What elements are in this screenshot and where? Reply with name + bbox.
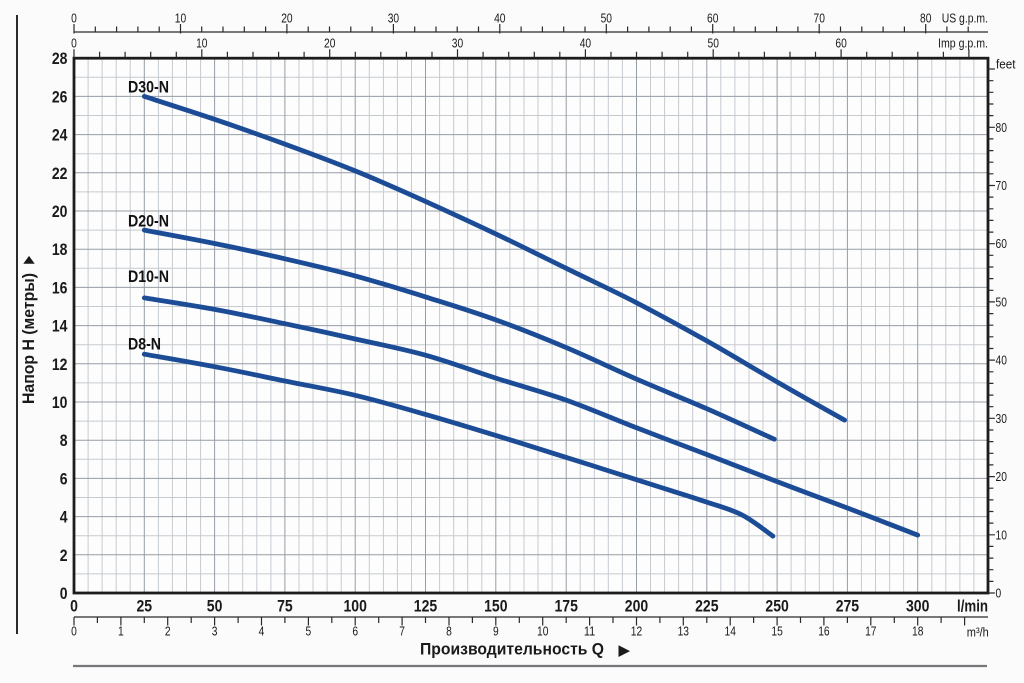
svg-text:1: 1 [118,625,124,639]
svg-text:0: 0 [996,587,1002,601]
svg-text:150: 150 [484,597,507,616]
svg-text:225: 225 [695,597,718,616]
svg-text:3: 3 [212,625,218,639]
svg-text:9: 9 [493,625,499,639]
svg-text:10: 10 [175,12,186,26]
svg-text:30: 30 [452,37,463,51]
svg-text:5: 5 [306,625,312,639]
svg-text:14: 14 [52,317,68,336]
svg-text:7: 7 [399,625,405,639]
svg-text:6: 6 [352,625,358,639]
svg-text:l/min: l/min [957,597,988,616]
svg-text:60: 60 [707,12,718,26]
svg-text:20: 20 [324,37,335,51]
svg-text:20: 20 [996,470,1007,484]
svg-text:20: 20 [52,202,68,221]
svg-text:80: 80 [996,121,1007,135]
svg-text:0: 0 [70,597,78,616]
svg-text:4: 4 [60,508,68,527]
svg-text:11: 11 [584,625,595,639]
svg-text:70: 70 [814,12,825,26]
svg-text:15: 15 [771,625,782,639]
svg-text:Производительность Q: Производительность Q [420,640,604,659]
svg-text:2: 2 [60,546,68,565]
svg-text:16: 16 [818,625,829,639]
svg-text:40: 40 [494,12,505,26]
svg-text:25: 25 [137,597,153,616]
svg-text:12: 12 [52,355,68,374]
svg-text:26: 26 [52,87,68,106]
svg-text:50: 50 [708,37,719,51]
svg-text:275: 275 [836,597,859,616]
svg-text:2: 2 [165,625,171,639]
svg-text:50: 50 [207,597,223,616]
svg-text:40: 40 [996,354,1007,368]
svg-text:22: 22 [52,164,68,183]
svg-text:8: 8 [60,431,68,450]
svg-text:12: 12 [631,625,642,639]
svg-text:0: 0 [60,584,68,603]
svg-text:6: 6 [60,469,68,488]
svg-text:30: 30 [996,412,1007,426]
svg-text:13: 13 [678,625,689,639]
svg-text:50: 50 [996,295,1007,309]
svg-text:0: 0 [71,625,77,639]
svg-text:10: 10 [52,393,68,412]
svg-text:30: 30 [388,12,399,26]
svg-text:75: 75 [277,597,293,616]
svg-text:10: 10 [196,37,207,51]
svg-text:14: 14 [725,625,736,639]
svg-text:60: 60 [835,37,846,51]
svg-text:16: 16 [52,278,68,297]
svg-text:10: 10 [996,528,1007,542]
svg-text:100: 100 [344,597,367,616]
svg-text:D8-N: D8-N [128,335,161,354]
svg-text:17: 17 [865,625,876,639]
svg-text:18: 18 [912,625,923,639]
svg-text:4: 4 [259,625,265,639]
svg-text:8: 8 [446,625,452,639]
svg-text:50: 50 [601,12,612,26]
svg-text:60: 60 [996,237,1007,251]
svg-text:125: 125 [414,597,437,616]
svg-text:70: 70 [996,179,1007,193]
svg-text:US g.p.m.: US g.p.m. [942,12,988,26]
svg-text:200: 200 [625,597,648,616]
svg-text:10: 10 [537,625,548,639]
svg-text:feet: feet [996,58,1016,72]
svg-text:Напор H (метры): Напор H (метры) [19,273,38,404]
svg-text:20: 20 [281,12,292,26]
svg-text:m³/h: m³/h [967,625,989,639]
svg-text:300: 300 [906,597,929,616]
svg-text:175: 175 [555,597,578,616]
svg-text:18: 18 [52,240,68,259]
svg-text:28: 28 [52,49,68,68]
svg-text:40: 40 [580,37,591,51]
svg-text:80: 80 [920,12,931,26]
svg-text:0: 0 [71,12,77,26]
svg-text:Imp g.p.m.: Imp g.p.m. [938,37,988,51]
svg-text:0: 0 [71,37,77,51]
svg-text:24: 24 [52,126,68,145]
svg-text:D30-N: D30-N [128,77,169,96]
svg-text:D10-N: D10-N [128,267,169,286]
svg-text:250: 250 [765,597,788,616]
svg-text:D20-N: D20-N [128,211,169,230]
